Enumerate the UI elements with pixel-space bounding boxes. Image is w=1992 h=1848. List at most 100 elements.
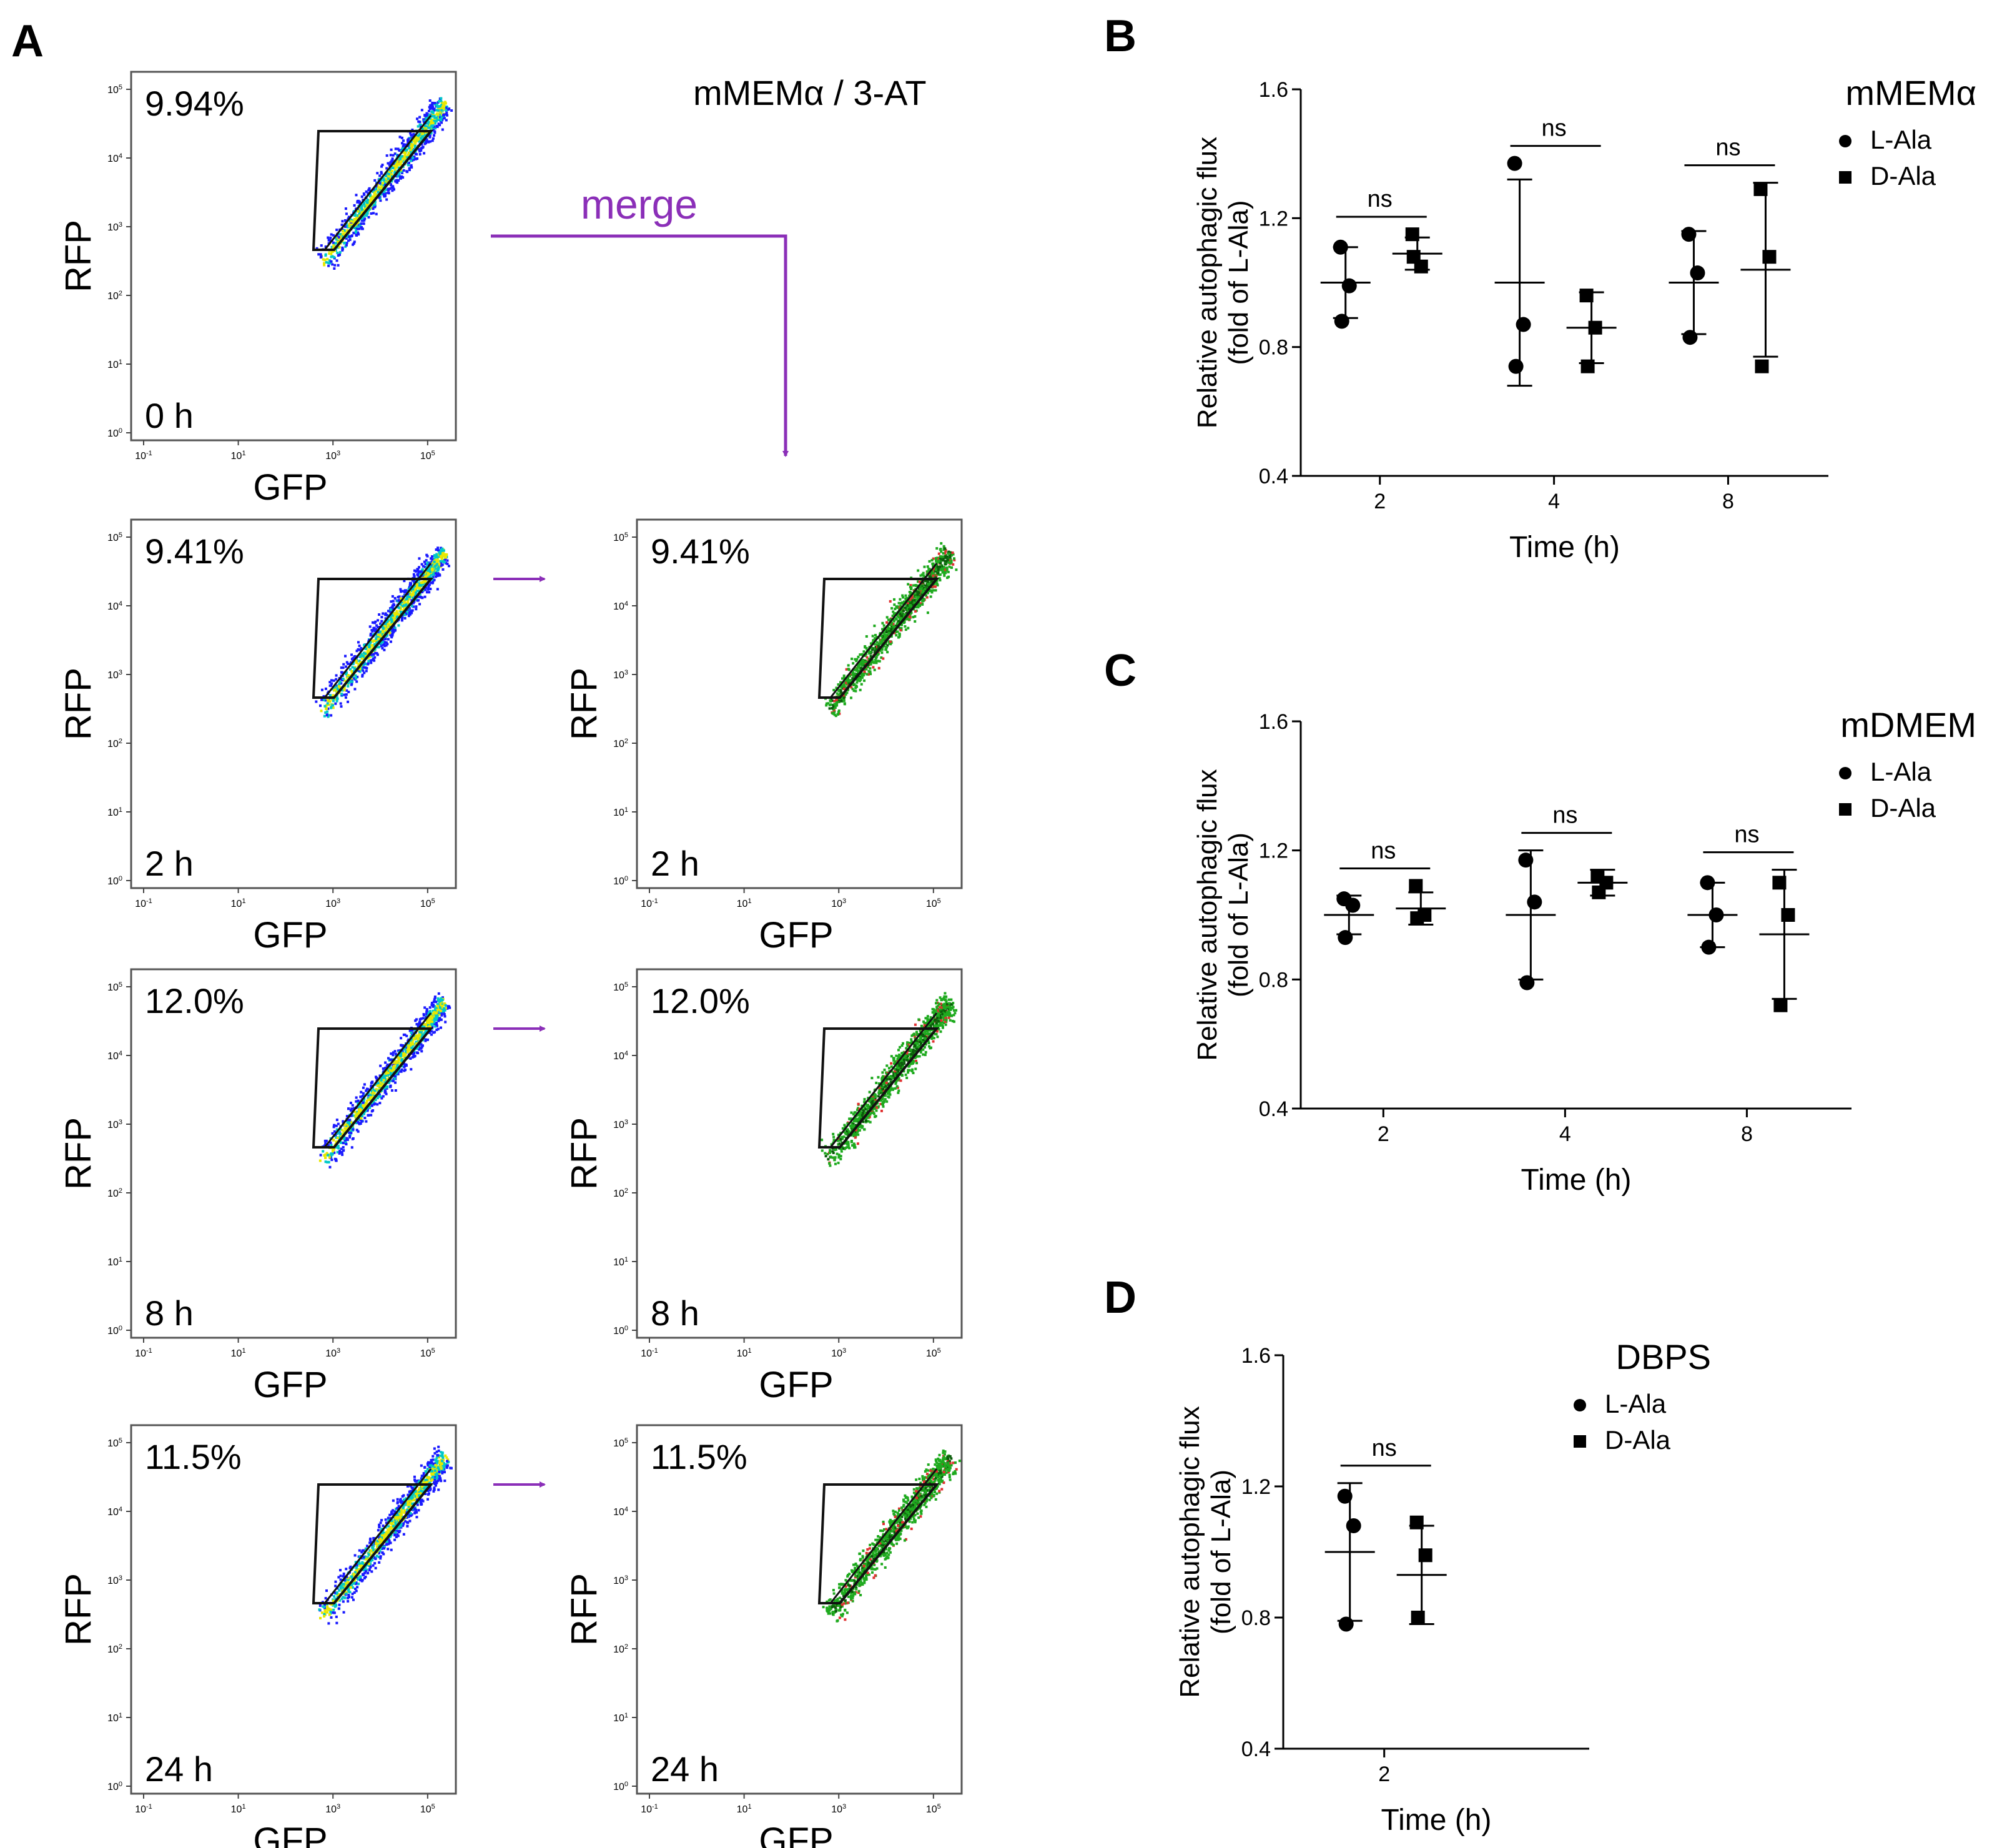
flow-event bbox=[919, 1039, 922, 1042]
flow-event bbox=[410, 159, 413, 162]
flow-event bbox=[327, 715, 330, 718]
flow-event bbox=[407, 1042, 410, 1045]
flow-event bbox=[347, 224, 350, 227]
flow-event bbox=[378, 187, 382, 190]
flow-event bbox=[361, 674, 364, 678]
flow-event bbox=[337, 1144, 340, 1147]
flow-event bbox=[338, 1151, 341, 1154]
flow-event bbox=[407, 144, 410, 147]
flow-event bbox=[357, 1102, 360, 1105]
flow-event bbox=[436, 1027, 440, 1030]
flow-event bbox=[403, 616, 407, 620]
flow-event bbox=[824, 1155, 827, 1158]
flow-event bbox=[405, 1050, 408, 1053]
flow-event bbox=[871, 635, 874, 638]
flow-event bbox=[438, 553, 441, 556]
flow-event bbox=[418, 566, 421, 569]
flow-event bbox=[407, 137, 410, 141]
flow-event bbox=[411, 1042, 414, 1045]
flow-event bbox=[383, 625, 387, 628]
flow-event bbox=[934, 585, 937, 588]
flow-event bbox=[381, 640, 384, 643]
flow-event bbox=[355, 1096, 358, 1099]
flow-event bbox=[401, 590, 404, 593]
flow-event bbox=[908, 601, 911, 604]
flow-event bbox=[880, 656, 883, 660]
flow-event bbox=[392, 154, 395, 157]
flow-event bbox=[385, 167, 388, 170]
flow-event bbox=[343, 688, 346, 691]
flow-event bbox=[921, 591, 924, 594]
flow-event bbox=[428, 1006, 431, 1009]
flow-event bbox=[875, 660, 878, 663]
flow-event bbox=[869, 667, 872, 670]
flow-event bbox=[340, 682, 343, 685]
flow-event bbox=[341, 220, 344, 223]
flow-event bbox=[370, 207, 373, 210]
flow-event bbox=[371, 658, 374, 661]
flow-event bbox=[950, 566, 954, 569]
y-tick-label: 100 bbox=[107, 875, 122, 887]
flow-event bbox=[892, 613, 895, 616]
flow-event bbox=[837, 683, 840, 686]
flow-event bbox=[889, 618, 892, 621]
flow-event bbox=[425, 141, 428, 144]
flow-event bbox=[370, 1114, 373, 1117]
flow-event bbox=[418, 594, 422, 597]
flow-event bbox=[902, 621, 905, 625]
flow-event bbox=[427, 586, 430, 589]
flow-event bbox=[874, 645, 877, 648]
flow-event bbox=[341, 235, 344, 238]
flow-event bbox=[347, 700, 350, 703]
flow-event bbox=[849, 696, 852, 699]
flow-event bbox=[417, 120, 420, 123]
flow-event bbox=[854, 689, 857, 693]
flow-event bbox=[867, 650, 870, 653]
flow-event bbox=[440, 1002, 443, 1006]
flow-event bbox=[375, 212, 378, 215]
flow-event bbox=[425, 559, 428, 562]
flow-event bbox=[398, 606, 401, 610]
flow-event bbox=[413, 144, 417, 147]
flow-event bbox=[403, 1065, 406, 1069]
flow-event bbox=[908, 608, 911, 611]
flow-event bbox=[947, 575, 950, 578]
flow-event bbox=[360, 1110, 363, 1113]
flow-event bbox=[867, 670, 870, 673]
flow-event bbox=[367, 215, 370, 219]
flow-event bbox=[431, 111, 435, 114]
flow-event bbox=[413, 1035, 416, 1038]
flow-event bbox=[357, 1100, 360, 1103]
flow-event bbox=[882, 657, 885, 660]
flow-event bbox=[395, 1062, 398, 1065]
flow-event bbox=[840, 699, 843, 703]
flow-event bbox=[315, 247, 318, 250]
flow-event bbox=[400, 155, 403, 158]
flow-event bbox=[404, 1053, 407, 1056]
flow-event bbox=[920, 1024, 923, 1027]
flow-event bbox=[431, 107, 435, 111]
flow-event bbox=[355, 229, 358, 232]
flow-event bbox=[353, 214, 357, 217]
flow-event bbox=[437, 118, 440, 121]
flow-event bbox=[409, 594, 412, 597]
flow-event bbox=[415, 591, 418, 594]
flow-event bbox=[831, 1150, 834, 1153]
flow-event bbox=[437, 566, 440, 570]
flow-event bbox=[403, 606, 407, 610]
flow-event bbox=[392, 1066, 395, 1069]
flow-event bbox=[363, 203, 366, 206]
flow-event bbox=[430, 557, 433, 560]
flow-event bbox=[418, 586, 422, 590]
flow-event bbox=[352, 242, 355, 245]
flow-event bbox=[401, 171, 404, 174]
flow-event bbox=[363, 1105, 367, 1108]
flow-event bbox=[378, 174, 382, 177]
flow-event bbox=[381, 182, 384, 185]
flow-event bbox=[869, 670, 872, 673]
flow-event bbox=[833, 713, 836, 716]
flow-event bbox=[436, 997, 440, 1000]
flow-event bbox=[902, 610, 905, 613]
flow-event bbox=[400, 611, 403, 614]
y-tick-label: 103 bbox=[107, 221, 122, 233]
